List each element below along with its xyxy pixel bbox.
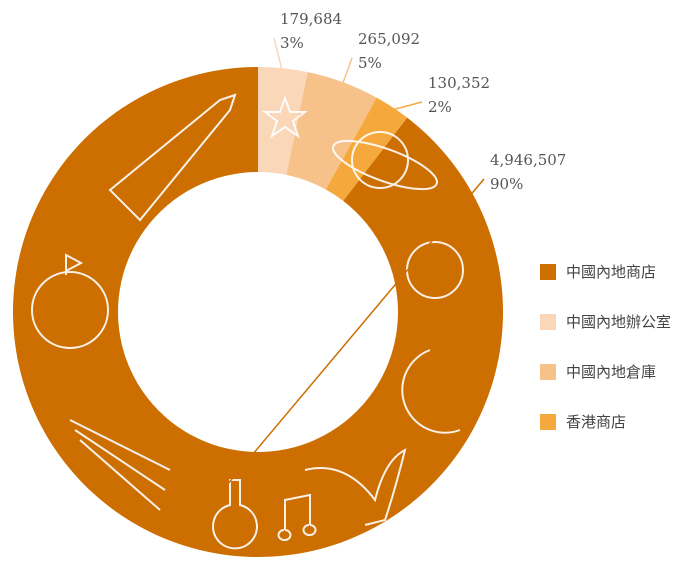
legend-label: 中國內地辦公室 <box>566 313 671 331</box>
legend-label: 中國內地商店 <box>566 263 656 281</box>
legend-swatch <box>540 264 556 280</box>
value-label: 130,352 <box>428 74 490 92</box>
flag-icon <box>65 253 84 275</box>
bird-icon <box>304 448 407 526</box>
legend-swatch <box>540 314 556 330</box>
value-label: 179,684 <box>280 10 342 28</box>
slice <box>286 72 377 190</box>
percent-label: 3% <box>280 34 304 52</box>
leader-line <box>179 178 485 541</box>
comet-icon <box>69 419 171 511</box>
rocket-icon <box>108 93 237 222</box>
percent-label: 2% <box>428 98 452 116</box>
leader-line <box>273 37 284 73</box>
leader-line <box>341 57 353 87</box>
value-label: 265,092 <box>358 30 420 48</box>
data-labels: 4,946,507 90% 179,684 3% 265,092 5% 130,352 2% <box>179 10 566 541</box>
music-icon <box>277 493 317 541</box>
legend-swatch <box>540 364 556 380</box>
slice <box>325 97 408 201</box>
slice <box>12 67 503 558</box>
legend-label: 中國內地倉庫 <box>566 363 656 381</box>
percent-label: 90% <box>490 175 523 193</box>
value-label: 4,946,507 <box>490 151 566 169</box>
leader-line <box>389 101 423 112</box>
decorations <box>31 93 464 550</box>
slice <box>258 67 308 175</box>
percent-label: 5% <box>358 54 382 72</box>
legend-label: 香港商店 <box>566 413 626 431</box>
planet-ring <box>332 139 438 191</box>
slices <box>12 67 503 558</box>
flask-icon <box>212 479 258 550</box>
star-icon <box>262 95 308 139</box>
asteroid-icon <box>31 271 109 349</box>
legend-swatch <box>540 414 556 430</box>
planet-icon <box>351 131 409 189</box>
moon-icon <box>401 349 461 434</box>
